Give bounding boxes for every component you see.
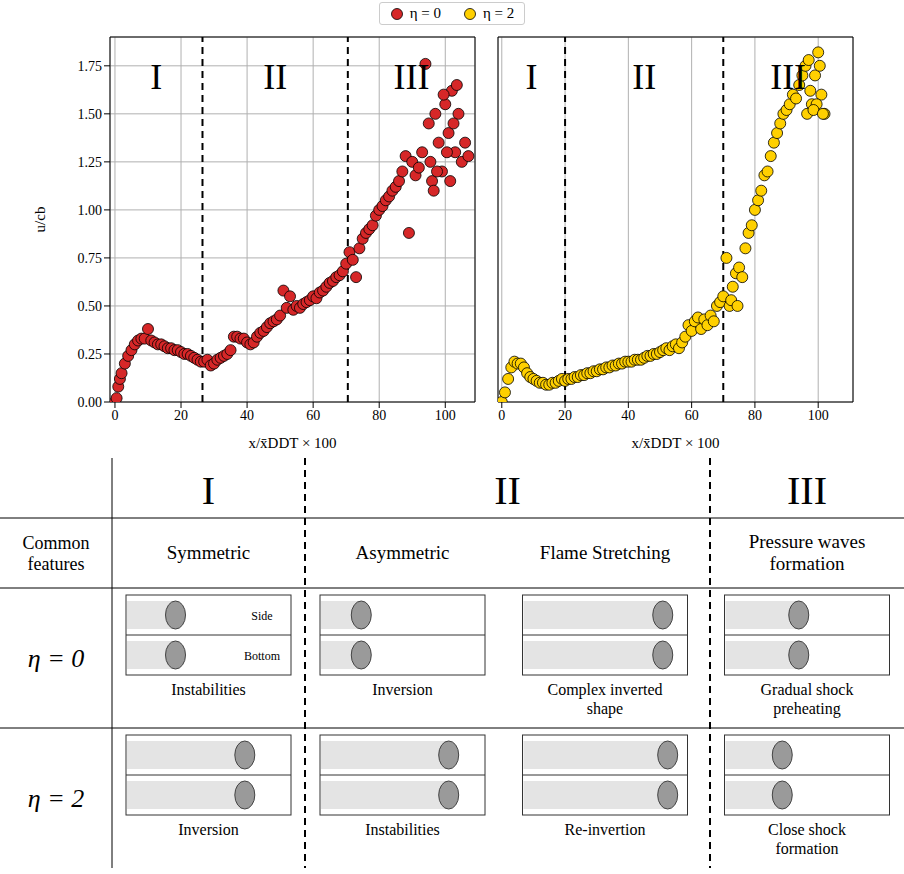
svg-text:II: II: [494, 468, 521, 513]
svg-text:Common: Common: [22, 533, 89, 553]
svg-text:η = 2: η = 2: [28, 784, 84, 813]
svg-text:I: I: [202, 468, 215, 513]
svg-text:Gradual shock: Gradual shock: [761, 681, 854, 698]
svg-text:100: 100: [808, 408, 829, 423]
svg-text:1.50: 1.50: [78, 107, 103, 122]
svg-text:40: 40: [240, 408, 254, 423]
html-text:η = 2: η = 2: [483, 5, 515, 21]
svg-text:III: III: [770, 57, 806, 97]
svg-text:40: 40: [621, 408, 635, 423]
svg-text:formation: formation: [775, 840, 838, 857]
svg-text:Re-invertion: Re-invertion: [565, 821, 646, 838]
svg-text:0.75: 0.75: [78, 251, 103, 266]
svg-text:II: II: [632, 57, 656, 97]
svg-text:features: features: [28, 554, 85, 574]
svg-text:80: 80: [748, 408, 762, 423]
svg-text:60: 60: [306, 408, 320, 423]
svg-text:1.75: 1.75: [78, 59, 103, 74]
svg-text:x/x̄DDT × 100: x/x̄DDT × 100: [248, 435, 336, 451]
svg-text:1.25: 1.25: [78, 155, 103, 170]
svg-text:formation: formation: [770, 553, 845, 574]
svg-text:η = 0: η = 0: [28, 644, 84, 673]
svg-text:20: 20: [558, 408, 572, 423]
svg-text:x/x̄DDT × 100: x/x̄DDT × 100: [631, 435, 719, 451]
svg-text:III: III: [787, 468, 827, 513]
svg-text:Close shock: Close shock: [768, 821, 846, 838]
svg-text:preheating: preheating: [773, 700, 841, 718]
svg-text:u/cb: u/cb: [32, 207, 48, 233]
svg-text:Inversion: Inversion: [372, 681, 432, 698]
svg-text:80: 80: [372, 408, 386, 423]
svg-text:Complex inverted: Complex inverted: [547, 681, 662, 699]
svg-text:Inversion: Inversion: [178, 821, 238, 838]
svg-text:Instabilities: Instabilities: [171, 681, 246, 698]
svg-text:Asymmetric: Asymmetric: [356, 542, 450, 563]
svg-text:I: I: [150, 57, 162, 97]
svg-text:0: 0: [111, 408, 118, 423]
svg-text:60: 60: [685, 408, 699, 423]
svg-text:III: III: [393, 57, 429, 97]
svg-text:Flame Stretching: Flame Stretching: [540, 542, 671, 563]
svg-text:0: 0: [498, 408, 505, 423]
svg-text:1.00: 1.00: [78, 203, 103, 218]
html-text:η = 0: η = 0: [409, 5, 441, 21]
svg-text:0.25: 0.25: [78, 347, 103, 362]
svg-text:Bottom: Bottom: [244, 649, 281, 663]
svg-text:0.00: 0.00: [78, 395, 103, 410]
svg-text:I: I: [526, 57, 538, 97]
svg-text:0.50: 0.50: [78, 299, 103, 314]
svg-text:Symmetric: Symmetric: [167, 542, 250, 563]
svg-text:100: 100: [435, 408, 456, 423]
svg-text:20: 20: [174, 408, 188, 423]
svg-text:Side: Side: [251, 609, 272, 623]
svg-text:II: II: [263, 57, 287, 97]
svg-text:Instabilities: Instabilities: [365, 821, 440, 838]
svg-text:shape: shape: [587, 700, 623, 718]
svg-text:Pressure waves: Pressure waves: [749, 531, 866, 552]
